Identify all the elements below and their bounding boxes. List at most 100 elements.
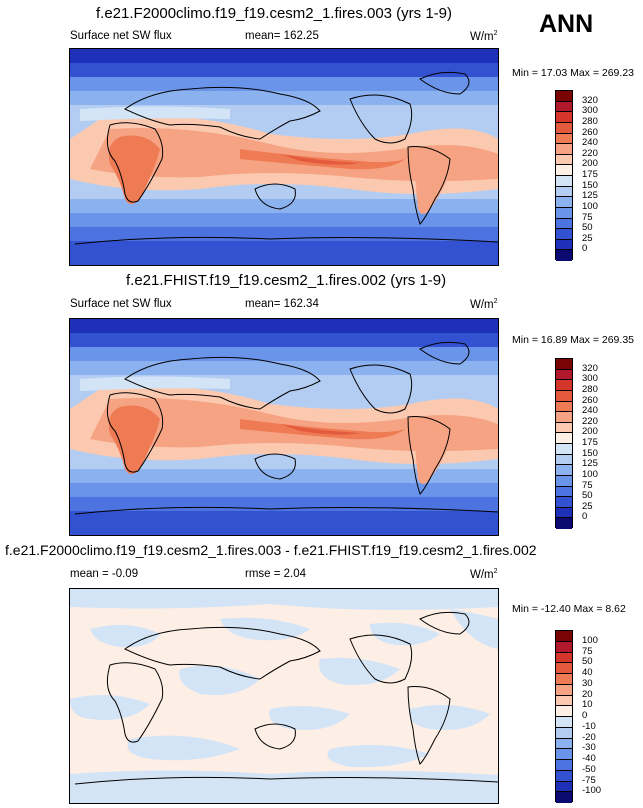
colorbar-segment: [556, 250, 572, 261]
colorbar-segment: [556, 197, 572, 208]
colorbar-segment: [556, 486, 572, 498]
colorbar-tick-label: 25: [582, 232, 593, 244]
panel-3-mean-label: mean = -0.09: [70, 568, 139, 580]
colorbar-segment: [556, 760, 572, 771]
colorbar-segment: [556, 154, 572, 166]
colorbar-segment: [556, 122, 572, 134]
colorbar-segment: [556, 412, 572, 423]
colorbar-segment: [556, 770, 572, 782]
colorbar-tick-label: 200: [582, 426, 598, 438]
colorbar-tick-label: 220: [582, 415, 598, 427]
colorbar-tick-label: 260: [582, 394, 598, 406]
colorbar-segment: [556, 475, 572, 487]
colorbar-tick-label: 150: [582, 447, 598, 459]
colorbar-segment: [556, 518, 572, 529]
colorbar-segment: [556, 176, 572, 187]
colorbar-segment: [556, 401, 572, 413]
colorbar-tick-label: -50: [582, 763, 596, 775]
colorbar-tick-label: 280: [582, 115, 598, 127]
colorbar-segment: [556, 781, 572, 793]
colorbar-tick-label: 320: [582, 94, 598, 106]
colorbar-tick-label: 260: [582, 126, 598, 138]
colorbar-tick-label: 50: [582, 222, 593, 234]
colorbar-tick-label: 125: [582, 190, 598, 202]
colorbar-tick-label: 175: [582, 437, 598, 448]
panel-3-map: [69, 588, 499, 804]
colorbar-segment: [556, 706, 572, 717]
panel-2-mean-label: mean= 162.34: [245, 298, 319, 310]
colorbar-tick-label: 220: [582, 147, 598, 159]
panel-1-variable-label: Surface net SW flux: [70, 30, 172, 42]
panel-3-rmse-label: rmse = 2.04: [245, 568, 307, 580]
panel-2-colorbar: [555, 358, 573, 529]
colorbar-segment: [556, 717, 572, 728]
colorbar-tick-label: -40: [582, 753, 596, 764]
panel-1-mean-label: mean= 162.25: [245, 30, 319, 42]
colorbar-tick-label: 10: [582, 699, 593, 711]
colorbar-tick-label: -100: [582, 785, 602, 797]
colorbar-segment: [556, 695, 572, 707]
season-label: ANN: [539, 10, 594, 38]
colorbar-segment: [556, 507, 572, 519]
panel-1-units: W/m2: [470, 30, 498, 43]
panel-3-colorbar: [555, 630, 573, 803]
colorbar-tick-label: -10: [582, 720, 596, 732]
colorbar-tick-label: 320: [582, 362, 598, 374]
colorbar-tick-label: 75: [582, 479, 593, 491]
colorbar-segment: [556, 749, 572, 760]
colorbar-segment: [556, 207, 572, 219]
colorbar-segment: [556, 186, 572, 198]
colorbar-segment: [556, 369, 572, 381]
colorbar-segment: [556, 433, 572, 444]
colorbar-segment: [556, 444, 572, 455]
colorbar-tick-label: 175: [582, 169, 598, 180]
colorbar-segment: [556, 144, 572, 155]
colorbar-segment: [556, 422, 572, 434]
colorbar-segment: [556, 359, 572, 370]
colorbar-segment: [556, 497, 572, 508]
colorbar-segment: [556, 380, 572, 391]
panel-2-units: W/m2: [470, 298, 498, 311]
colorbar-segment: [556, 454, 572, 466]
colorbar-segment: [556, 239, 572, 251]
colorbar-segment: [556, 133, 572, 145]
colorbar-segment: [556, 465, 572, 476]
colorbar-tick-label: 150: [582, 179, 598, 191]
colorbar-segment: [556, 674, 572, 685]
colorbar-segment: [556, 652, 572, 664]
colorbar-segment: [556, 663, 572, 674]
colorbar-tick-label: 40: [582, 667, 593, 678]
colorbar-tick-label: 75: [582, 645, 593, 657]
colorbar-tick-label: 75: [582, 211, 593, 223]
colorbar-segment: [556, 792, 572, 803]
colorbar-segment: [556, 738, 572, 750]
panel-1-map: [69, 48, 499, 266]
colorbar-tick-label: 300: [582, 105, 598, 117]
panel-2-minmax: Min = 16.89 Max = 269.35: [512, 334, 634, 346]
panel-2-map: [69, 318, 499, 536]
colorbar-tick-label: -75: [582, 774, 596, 786]
colorbar-segment: [556, 165, 572, 176]
colorbar-tick-label: 300: [582, 373, 598, 385]
colorbar-segment: [556, 390, 572, 402]
colorbar-tick-label: 50: [582, 656, 593, 668]
colorbar-tick-label: 100: [582, 200, 598, 212]
panel-1-colorbar: [555, 90, 573, 261]
colorbar-tick-label: 100: [582, 634, 598, 646]
panel-1-title: f.e21.F2000climo.f19_f19.cesm2_1.fires.0…: [96, 5, 453, 22]
colorbar-segment: [556, 684, 572, 696]
panel-3-title: f.e21.F2000climo.f19_f19.cesm2_1.fires.0…: [5, 542, 537, 558]
colorbar-tick-label: 240: [582, 137, 598, 149]
colorbar-tick-label: 50: [582, 490, 593, 502]
colorbar-tick-label: -30: [582, 742, 596, 754]
colorbar-tick-label: 280: [582, 383, 598, 395]
panel-3-units: W/m2: [470, 568, 498, 581]
colorbar-tick-label: 240: [582, 405, 598, 417]
panel-1-minmax: Min = 17.03 Max = 269.23: [512, 67, 634, 79]
panel-3-minmax: Min = -12.40 Max = 8.62: [512, 603, 626, 615]
colorbar-segment: [556, 229, 572, 240]
colorbar-tick-label: 0: [582, 710, 588, 721]
colorbar-segment: [556, 727, 572, 739]
panel-2-title: f.e21.FHIST.f19_f19.cesm2_1.fires.002 (y…: [126, 272, 447, 289]
colorbar-tick-label: 20: [582, 688, 593, 700]
